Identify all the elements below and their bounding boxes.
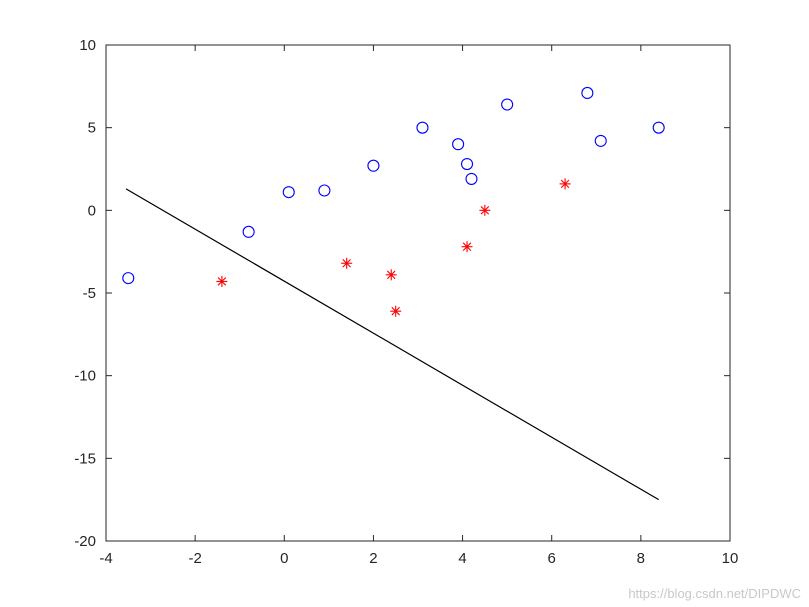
asterisk-stroke	[391, 306, 400, 316]
asterisk-stroke	[342, 258, 351, 268]
axes-frame	[105, 44, 731, 542]
x-tick-label: 10	[722, 550, 739, 567]
y-tick-label: -5	[83, 285, 96, 302]
y-tick-label: -20	[74, 533, 96, 550]
x-axis-ticks: -4 -2 0 2 4 6 8 10	[99, 45, 738, 567]
circle-point	[581, 86, 594, 99]
x-tick-label: 6	[548, 550, 556, 567]
decision-boundary-line	[125, 188, 659, 501]
x-tick-label: 0	[280, 550, 288, 567]
asterisk-point	[390, 305, 402, 317]
x-tick-label: -2	[188, 550, 201, 567]
y-tick-label: 5	[88, 120, 96, 137]
watermark-text: https://blog.csdn.net/DIPDWC	[628, 586, 801, 601]
circle-point	[416, 121, 429, 134]
circle-point	[367, 159, 380, 172]
y-tick-label: -15	[74, 450, 96, 467]
asterisk-stroke	[386, 270, 396, 280]
x-tick-label: -4	[99, 550, 112, 567]
asterisk-point	[479, 204, 491, 216]
x-tick-label: 4	[458, 550, 466, 567]
asterisk-stroke	[217, 277, 227, 286]
circle-point	[282, 186, 295, 199]
asterisk-point	[461, 241, 473, 253]
circle-point	[460, 157, 474, 171]
circle-point	[501, 98, 514, 111]
asterisk-stroke	[560, 179, 570, 189]
asterisk-point	[216, 275, 228, 287]
y-axis-ticks: -20 -15 -10 -5 0 5 10	[74, 37, 730, 550]
asterisk-point	[559, 178, 571, 190]
x-tick-label: 2	[369, 550, 377, 567]
asterisk-stroke	[462, 242, 472, 251]
x-tick-label: 8	[637, 550, 645, 567]
circle-point	[652, 121, 665, 134]
asterisk-stroke	[480, 206, 490, 215]
circle-point	[318, 184, 331, 197]
circle-point	[465, 172, 478, 185]
y-tick-label: -10	[74, 368, 96, 385]
circle-point	[452, 138, 465, 151]
plot-frame	[105, 44, 731, 542]
asterisk-point	[341, 257, 353, 269]
y-tick-label: 10	[79, 37, 96, 54]
circle-point	[242, 225, 255, 238]
y-tick-label: 0	[88, 202, 96, 219]
separator-line	[125, 188, 659, 501]
asterisk-point	[385, 269, 397, 281]
data-markers	[122, 86, 665, 317]
circle-point	[122, 272, 135, 285]
circle-point	[594, 134, 607, 147]
